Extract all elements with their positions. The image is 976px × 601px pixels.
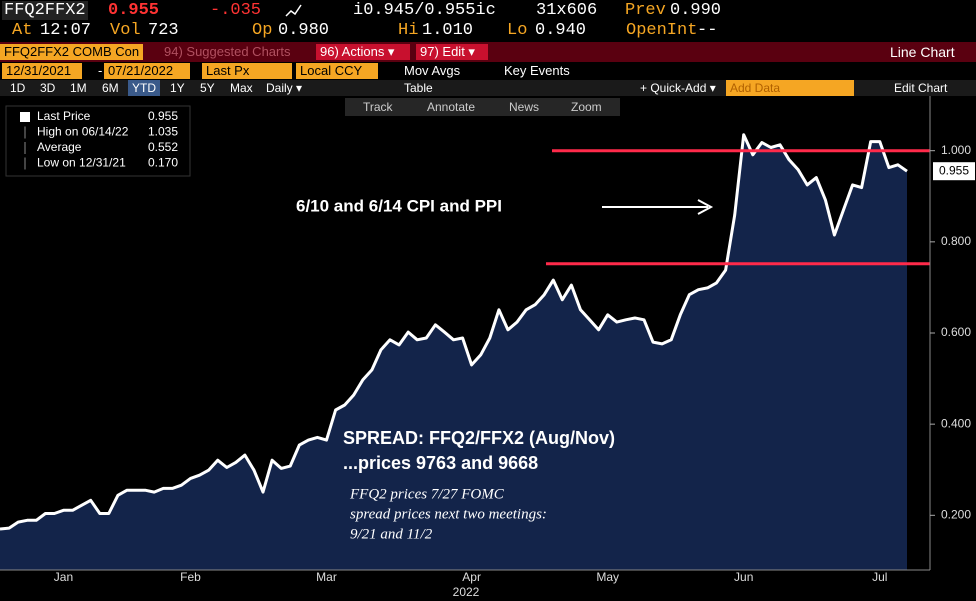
last-marker-label: 0.955 [939, 163, 969, 177]
chart-tool[interactable]: News [509, 100, 540, 114]
quote-value: 12:07 [40, 21, 92, 40]
legend-value: 0.955 [148, 109, 178, 123]
bid-ask: i0.945/0.955ic [353, 1, 496, 20]
legend-swatch [20, 112, 30, 122]
x-tick-label: Apr [462, 570, 481, 584]
edit-chart[interactable]: Edit Chart [894, 81, 948, 95]
quote-value: 0.940 [535, 21, 587, 40]
legend-value: 1.035 [148, 125, 178, 139]
x-tick-label: Jan [54, 570, 73, 584]
end-date[interactable]: 07/21/2022 [104, 63, 190, 79]
prev-label: Prev [625, 1, 666, 20]
quote-label: Hi [398, 21, 419, 40]
x-tick-label: Jul [872, 570, 887, 584]
toolbar: 1D 3D 1M 6M YTD 1Y 5Y Max Daily ▾ Table + Quick… [0, 80, 976, 96]
legend-box [5, 105, 191, 177]
period-button[interactable]: Max [230, 81, 253, 95]
chart-tool[interactable]: Zoom [571, 100, 602, 114]
area [0, 134, 907, 570]
legend-name: Average [37, 140, 82, 154]
ticker: FFQ2FFX2 [2, 1, 88, 20]
chart-tools: Track Annotate News Zoom [345, 98, 620, 116]
chart-tool[interactable]: Annotate [427, 100, 476, 114]
period-button[interactable]: YTD [128, 80, 160, 96]
event-annotation: 6/10 and 6/14 CPI and PPI [296, 196, 502, 215]
note-annotation: 9/21 and 11/2 [350, 526, 433, 542]
period-button[interactable]: 6M [102, 81, 119, 95]
note-annotation: FFQ2 prices 7/27 FOMC [349, 486, 505, 502]
note-annotation: spread prices next two meetings: [350, 506, 547, 522]
y-tick-label: 0.800 [941, 234, 971, 248]
date-dash: - [98, 63, 103, 78]
event-arrow-head [697, 199, 714, 215]
start-date[interactable]: 12/31/2021 [2, 63, 82, 79]
x-tick-label: Jun [734, 570, 753, 584]
x-tick-label: Feb [180, 570, 201, 584]
quote-label: OpenInt [626, 21, 698, 40]
quote-label: Vol [110, 21, 141, 40]
mov-avgs[interactable]: Mov Avgs [404, 63, 461, 78]
add-data[interactable]: Add Data [726, 80, 854, 96]
security-field[interactable]: FFQ2FFX2 COMB Con [0, 44, 144, 60]
y-tick-label: 0.400 [941, 416, 971, 430]
field-select[interactable]: Last Px [202, 63, 292, 79]
quote-value: 0.980 [278, 21, 330, 40]
key-events[interactable]: Key Events [504, 63, 570, 78]
settings-bar: 12/31/2021 - 07/21/2022 Last Px Local CC… [0, 62, 976, 80]
x-tick-label: May [596, 570, 619, 584]
table-button[interactable]: Table [404, 81, 433, 95]
menu-bar: FFQ2FFX2 COMB Con 94) Suggested Charts 9… [0, 42, 976, 62]
last-marker-box [933, 162, 975, 181]
legend-name: Last Price [37, 109, 91, 123]
period-button[interactable]: 1D [10, 81, 26, 95]
quote-value: -- [697, 21, 718, 40]
actions-menu[interactable]: 96) Actions ▾ [316, 44, 410, 60]
trend-icon [285, 4, 302, 17]
change: -.035 [210, 1, 262, 20]
period-button[interactable]: 1Y [170, 81, 185, 95]
quote-label: Lo [507, 21, 528, 40]
size: 31x606 [536, 1, 598, 20]
period-button[interactable]: 5Y [200, 81, 215, 95]
legend-name: Low on 12/31/21 [37, 156, 126, 170]
period-button[interactable]: 3D [40, 81, 56, 95]
x-axis-label: 2022 [453, 585, 480, 599]
period-button[interactable]: 1M [70, 81, 87, 95]
last-price: 0.955 [108, 1, 160, 20]
chart-type: Line Chart [890, 44, 955, 60]
chart-tool[interactable]: Track [363, 100, 393, 114]
spread-annotation: SPREAD: FFQ2/FFX2 (Aug/Nov) [343, 428, 615, 448]
prev-value: 0.990 [670, 1, 722, 20]
quote-value: 1.010 [422, 21, 474, 40]
quote-value: 723 [148, 21, 179, 40]
legend-value: 0.170 [148, 156, 178, 170]
quick-add[interactable]: + Quick-Add ▾ [640, 81, 716, 95]
y-tick-label: 0.600 [941, 325, 971, 339]
x-tick-label: Mar [316, 570, 337, 584]
legend-value: 0.552 [148, 140, 178, 154]
spread-annotation: ...prices 9763 and 9668 [343, 453, 538, 473]
suggested-charts[interactable]: 94) Suggested Charts [164, 44, 291, 59]
edit-menu[interactable]: 97) Edit ▾ [416, 44, 488, 60]
legend-name: High on 06/14/22 [37, 125, 129, 139]
currency-select[interactable]: Local CCY [296, 63, 378, 79]
y-tick-label: 0.200 [941, 507, 971, 521]
quote-label: At [12, 21, 33, 40]
y-tick-label: 1.000 [941, 143, 971, 157]
quote-label: Op [252, 21, 273, 40]
frequency[interactable]: Daily ▾ [266, 81, 303, 95]
